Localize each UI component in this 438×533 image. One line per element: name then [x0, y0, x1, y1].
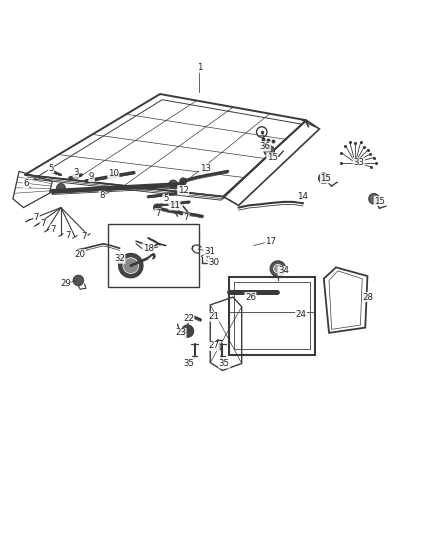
Circle shape	[318, 173, 329, 183]
Text: 15: 15	[374, 197, 385, 206]
Text: 6: 6	[23, 179, 29, 188]
Bar	[108, 224, 199, 287]
Text: 7: 7	[184, 213, 189, 222]
Text: 9: 9	[89, 173, 94, 182]
Text: 7: 7	[66, 231, 71, 239]
Text: 31: 31	[204, 247, 215, 256]
Text: 20: 20	[74, 250, 86, 259]
Bar	[234, 282, 310, 350]
Text: 14: 14	[297, 192, 308, 201]
Text: 30: 30	[208, 257, 219, 266]
Text: 12: 12	[178, 185, 189, 195]
Text: 7: 7	[82, 232, 87, 241]
Text: 7: 7	[34, 213, 39, 222]
Circle shape	[180, 178, 187, 185]
Text: 5: 5	[48, 164, 53, 173]
Text: 11: 11	[169, 201, 180, 210]
Text: 18: 18	[143, 244, 154, 253]
Text: 15: 15	[321, 174, 332, 183]
Text: 36: 36	[259, 142, 270, 151]
Circle shape	[119, 253, 143, 278]
Text: 35: 35	[184, 359, 195, 368]
Text: 34: 34	[278, 266, 289, 276]
Circle shape	[270, 261, 286, 277]
Circle shape	[73, 275, 84, 286]
Text: 21: 21	[208, 312, 219, 321]
Circle shape	[123, 258, 139, 273]
Bar	[229, 277, 315, 354]
Circle shape	[264, 146, 275, 156]
Text: 28: 28	[363, 293, 374, 302]
Text: 17: 17	[265, 237, 276, 246]
Text: 3: 3	[73, 168, 78, 177]
Text: 26: 26	[245, 293, 256, 302]
Text: 8: 8	[99, 191, 105, 200]
Text: 33: 33	[353, 158, 364, 167]
Text: 7: 7	[41, 219, 46, 228]
Circle shape	[181, 325, 194, 337]
Text: 7: 7	[50, 225, 56, 234]
Text: 15: 15	[267, 153, 278, 162]
Circle shape	[169, 180, 177, 189]
Text: 7: 7	[155, 209, 161, 218]
Circle shape	[274, 264, 283, 273]
Circle shape	[369, 193, 379, 204]
Text: 35: 35	[219, 359, 230, 368]
Circle shape	[153, 204, 160, 211]
Text: 29: 29	[60, 279, 71, 288]
Text: 1: 1	[197, 63, 202, 72]
Text: 27: 27	[208, 342, 219, 351]
Text: 22: 22	[183, 313, 194, 322]
Circle shape	[57, 183, 65, 192]
Text: 32: 32	[114, 254, 125, 263]
Text: 23: 23	[175, 328, 186, 337]
Text: 10: 10	[108, 169, 119, 179]
Text: 13: 13	[200, 164, 211, 173]
Text: 24: 24	[296, 310, 307, 319]
Text: 5: 5	[163, 195, 169, 203]
